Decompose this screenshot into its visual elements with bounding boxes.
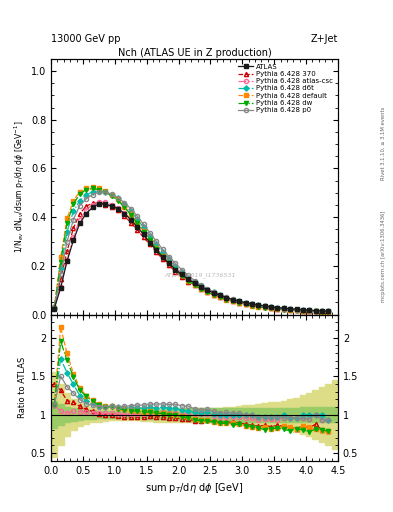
Legend: ATLAS, Pythia 6.428 370, Pythia 6.428 atlas-csc, Pythia 6.428 d6t, Pythia 6.428 : ATLAS, Pythia 6.428 370, Pythia 6.428 at… bbox=[237, 62, 334, 115]
Text: Z+Jet: Z+Jet bbox=[310, 33, 338, 44]
Y-axis label: 1/N$_{ev}$ dN$_{ev}$/dsum p$_T$/d$\eta$ d$\phi$ [GeV$^{-1}$]: 1/N$_{ev}$ dN$_{ev}$/dsum p$_T$/d$\eta$ … bbox=[12, 120, 27, 253]
Y-axis label: Ratio to ATLAS: Ratio to ATLAS bbox=[18, 357, 27, 418]
Text: ATLAS_2019_I1736531: ATLAS_2019_I1736531 bbox=[165, 272, 236, 278]
X-axis label: sum p$_T$/d$\eta$ d$\phi$ [GeV]: sum p$_T$/d$\eta$ d$\phi$ [GeV] bbox=[145, 481, 244, 495]
Title: Nch (ATLAS UE in Z production): Nch (ATLAS UE in Z production) bbox=[118, 48, 272, 58]
Text: 13000 GeV pp: 13000 GeV pp bbox=[51, 33, 121, 44]
Text: Rivet 3.1.10, ≥ 3.1M events: Rivet 3.1.10, ≥ 3.1M events bbox=[381, 106, 386, 180]
Text: mcplots.cern.ch [arXiv:1306.3436]: mcplots.cern.ch [arXiv:1306.3436] bbox=[381, 210, 386, 302]
